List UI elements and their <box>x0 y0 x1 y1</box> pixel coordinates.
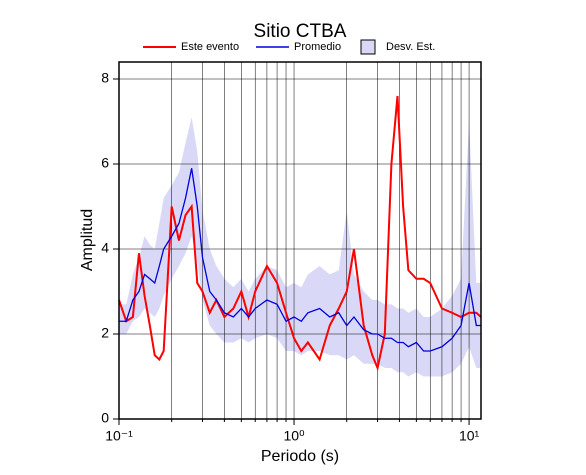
y-tick-label: 8 <box>101 70 109 86</box>
x-axis-label: Periodo (s) <box>261 448 339 465</box>
chart-title: Sitio CTBA <box>254 21 347 42</box>
x-tick-label: 10⁻¹ <box>105 428 133 444</box>
series-line <box>119 168 481 352</box>
x-tick-label: 10¹ <box>459 428 480 444</box>
legend-label: Promedio <box>294 41 341 53</box>
y-tick-label: 6 <box>101 155 109 171</box>
x-tick-label: 10⁰ <box>283 428 305 444</box>
y-axis-label: Amplitud <box>79 209 96 271</box>
plot-frame <box>118 61 482 420</box>
y-tick-label: 4 <box>101 240 109 256</box>
legend-label: Desv. Est. <box>386 41 435 53</box>
y-tick-label: 0 <box>101 410 109 426</box>
y-tick-label: 2 <box>101 325 109 341</box>
legend-label: Este evento <box>181 41 239 53</box>
std-band <box>119 117 481 377</box>
series-line <box>118 95 482 372</box>
legend-swatch <box>360 39 376 55</box>
